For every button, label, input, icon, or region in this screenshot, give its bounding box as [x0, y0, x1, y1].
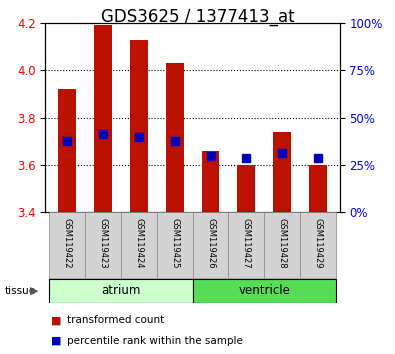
Text: GSM119423: GSM119423 — [98, 218, 107, 268]
Bar — [193, 279, 336, 303]
Bar — [130, 40, 148, 212]
Text: GSM119425: GSM119425 — [170, 218, 179, 268]
Text: GSM119424: GSM119424 — [134, 218, 143, 268]
Bar — [264, 212, 300, 278]
Bar — [166, 63, 184, 212]
Bar — [94, 25, 112, 212]
Bar — [300, 212, 336, 278]
Text: GDS3625 / 1377413_at: GDS3625 / 1377413_at — [101, 8, 294, 26]
Bar — [228, 212, 264, 278]
Text: GSM119426: GSM119426 — [206, 218, 215, 268]
Bar — [193, 212, 228, 278]
Bar — [157, 212, 193, 278]
Text: atrium: atrium — [101, 284, 141, 297]
Text: GSM119427: GSM119427 — [242, 218, 251, 268]
Bar — [121, 212, 157, 278]
Text: GSM119429: GSM119429 — [314, 218, 323, 268]
Text: ■: ■ — [51, 315, 62, 325]
Bar — [85, 212, 121, 278]
Bar — [49, 212, 85, 278]
Text: ventricle: ventricle — [239, 284, 290, 297]
Bar — [49, 279, 193, 303]
Text: GSM119422: GSM119422 — [62, 218, 71, 268]
Bar — [237, 165, 255, 212]
Bar — [58, 89, 76, 212]
Text: ■: ■ — [51, 336, 62, 346]
Text: ▶: ▶ — [30, 286, 38, 296]
Text: GSM119428: GSM119428 — [278, 218, 287, 268]
Bar — [273, 132, 291, 212]
Bar — [201, 151, 220, 212]
Text: transformed count: transformed count — [67, 315, 164, 325]
Text: percentile rank within the sample: percentile rank within the sample — [67, 336, 243, 346]
Bar — [309, 165, 327, 212]
Text: tissue: tissue — [5, 286, 36, 296]
